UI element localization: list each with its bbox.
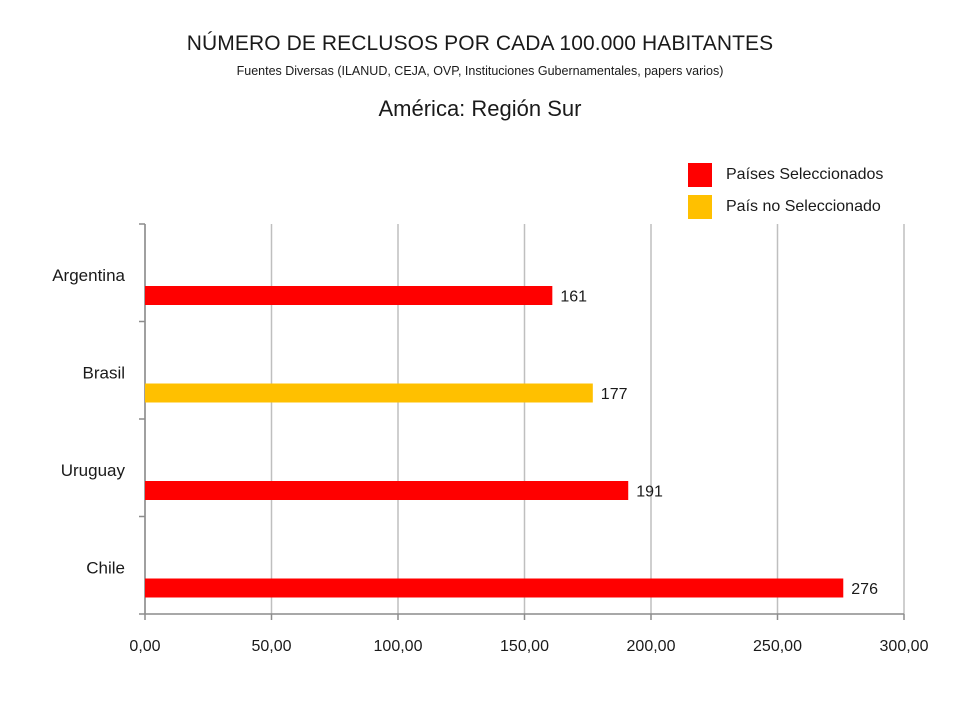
data-label-chile: 276 [851,581,878,598]
chart-subtitle: América: Región Sur [378,96,582,121]
category-label-argentina: Argentina [52,266,125,285]
category-label-brasil: Brasil [82,364,125,383]
legend-label-not-selected: País no Seleccionado [726,198,881,215]
chart-title: NÚMERO DE RECLUSOS POR CADA 100.000 HABI… [186,32,774,55]
legend-label-selected: Países Seleccionados [726,166,884,183]
legend-swatch-selected [688,163,712,187]
bar-brasil [145,383,593,403]
x-tick-label-2: 100,00 [374,638,423,655]
data-label-argentina: 161 [560,289,587,306]
x-tick-label-1: 50,00 [251,638,291,655]
bar-argentina [145,286,553,305]
category-label-uruguay: Uruguay [61,461,126,480]
x-tick-label-5: 250,00 [753,638,802,655]
category-label-chile: Chile [86,559,125,578]
bar-uruguay [145,481,629,500]
x-tick-label-4: 200,00 [627,638,676,655]
legend-item-selected: Países Seleccionados [688,163,883,187]
data-label-uruguay: 191 [636,484,663,501]
x-tick-label-3: 150,00 [500,638,549,655]
x-tick-label-6: 300,00 [880,638,929,655]
data-label-brasil: 177 [601,386,628,403]
x-tick-label-0: 0,00 [129,638,160,655]
legend-swatch-not-selected [688,195,712,219]
legend-item-not-selected: País no Seleccionado [688,195,883,219]
chart-source: Fuentes Diversas (ILANUD, CEJA, OVP, Ins… [236,64,724,78]
bar-chile [145,578,844,598]
legend: Países Seleccionados País no Seleccionad… [688,163,883,227]
